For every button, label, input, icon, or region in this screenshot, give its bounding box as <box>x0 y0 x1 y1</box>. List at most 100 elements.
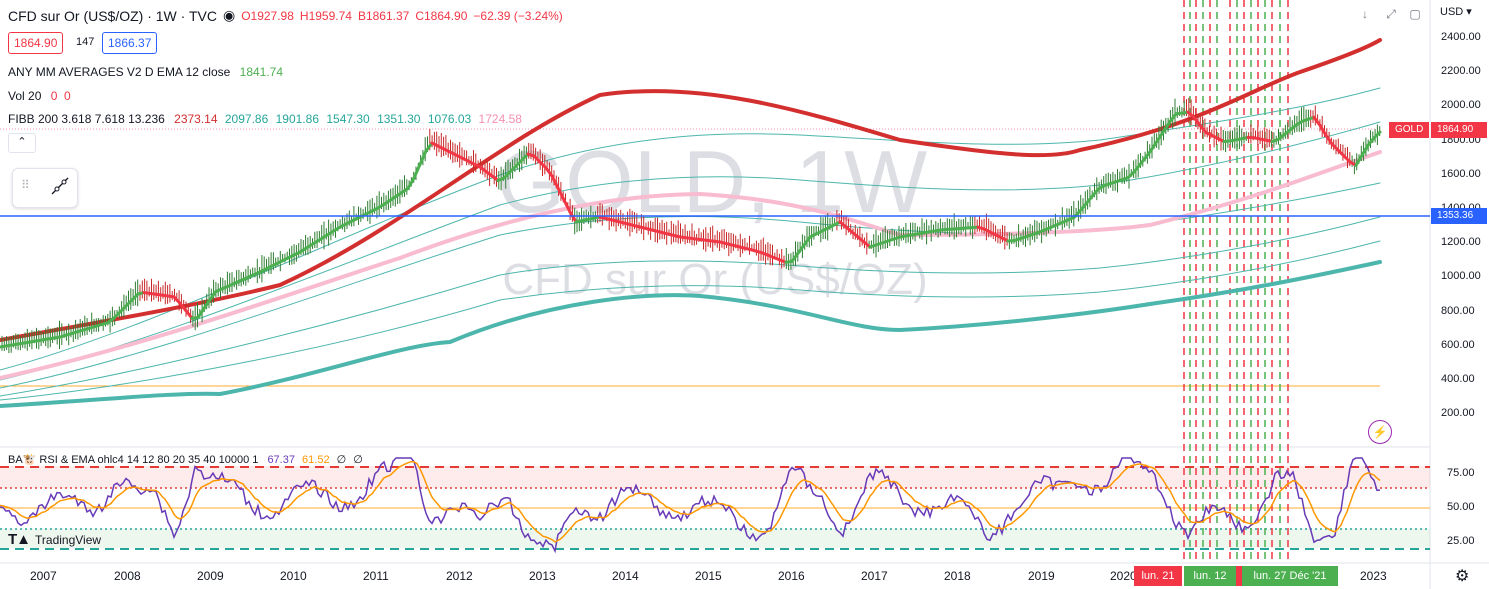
price-tick: 200.00 <box>1441 407 1475 419</box>
ohlc-high: H1959.74 <box>299 8 352 23</box>
ohlc-low: B1861.37 <box>357 8 410 23</box>
year-label: 2011 <box>363 569 389 583</box>
fib-band-thin-4 <box>0 216 1381 397</box>
year-label: 2008 <box>114 569 141 583</box>
fib-band-thin-5 <box>0 240 1381 401</box>
tradingview-logo-text: TradingView <box>35 532 102 547</box>
fib-legend[interactable]: FIBB 200 3.618 7.618 13.236 2373.14 2097… <box>8 112 522 126</box>
watermark-symbol: GOLD, 1W <box>497 132 927 231</box>
fib-value-6: 1076.03 <box>427 112 472 126</box>
ema-segment <box>568 210 578 224</box>
time-marker-1[interactable]: lun. 21 <box>1134 566 1182 586</box>
rsi-tick: 50.00 <box>1447 501 1475 513</box>
eye-icon[interactable]: ◉ <box>222 7 236 23</box>
ema-segment <box>1360 143 1370 157</box>
ema-segment <box>1318 123 1328 137</box>
ask-price-box[interactable]: 1866.37 <box>102 32 158 54</box>
ema-segment <box>1150 138 1160 151</box>
price-tick: 2400.00 <box>1441 31 1481 43</box>
ema-segment <box>544 166 554 178</box>
price-tick: 600.00 <box>1441 339 1475 351</box>
ma-legend[interactable]: ANY MM AVERAGES V2 D EMA 12 close 1841.7… <box>8 65 283 79</box>
settings-gear-icon[interactable]: ⚙ <box>1455 568 1470 585</box>
fib-lower-band <box>0 260 1382 408</box>
expand-icon[interactable]: ⤢ <box>1386 7 1396 21</box>
rsi-null-2: ∅ <box>353 454 363 466</box>
ema-segment <box>562 198 572 214</box>
price-tick: 1200.00 <box>1441 236 1481 248</box>
rsi-ema-value: 61.52 <box>302 454 330 466</box>
ema-segment <box>1324 133 1334 146</box>
fib-value-4: 1547.30 <box>326 112 370 126</box>
time-marker-4[interactable]: lun. 27 Déc '21 <box>1242 566 1338 586</box>
ema-segment <box>412 163 422 180</box>
spread-value: 147 <box>76 36 95 48</box>
bid-price-box[interactable]: 1864.90 <box>8 32 64 54</box>
ema-segment <box>1144 147 1154 159</box>
fib-value-7: 1724.58 <box>478 112 522 126</box>
ema-segment <box>1168 112 1178 124</box>
drag-handle-icon[interactable]: ⠿ <box>21 178 30 192</box>
rsi-tick: 75.00 <box>1447 467 1475 479</box>
drawing-toolbox[interactable]: ⠿ <box>12 168 78 208</box>
maximize-icon[interactable]: ▢ <box>1409 7 1421 21</box>
fib-value-1: 2373.14 <box>174 112 218 126</box>
price-tick: 1000.00 <box>1441 270 1481 282</box>
year-label: 2017 <box>861 569 888 583</box>
symbol-title[interactable]: CFD sur Or (US$/OZ) · 1W · TVC <box>8 7 217 24</box>
ema-segment <box>1192 115 1202 127</box>
hline-price-tag: 1353.36 <box>1431 208 1487 224</box>
rsi-null-1: ∅ <box>336 454 347 466</box>
time-marker-2[interactable]: lun. 12 <box>1184 566 1236 586</box>
vol-legend[interactable]: Vol 20 0 0 <box>8 89 71 103</box>
ema-segment <box>796 243 806 255</box>
rsi-label: BA🐮 RSI & EMA ohlc4 14 12 80 20 35 40 10… <box>8 454 259 466</box>
collapse-legend-button[interactable]: ⌃ <box>8 133 36 153</box>
time-marker-3[interactable] <box>1236 566 1242 586</box>
currency-selector[interactable]: USD ▾ <box>1440 6 1472 18</box>
ema-segment <box>1084 195 1094 206</box>
ema-segment <box>1090 187 1100 199</box>
arrow-down-icon[interactable]: ↓ <box>1362 7 1368 21</box>
fib-band-thin-2 <box>0 121 1381 381</box>
ema-segment <box>1354 153 1364 167</box>
ohlc-open: O1927.98 <box>241 8 294 23</box>
price-tick: 1600.00 <box>1441 168 1481 180</box>
price-tick: 2000.00 <box>1441 99 1481 111</box>
lightning-icon[interactable]: ⚡ <box>1368 420 1392 444</box>
ema-segment <box>802 235 812 247</box>
ask-price: 1866.37 <box>108 36 152 50</box>
ema-segment <box>790 251 800 263</box>
year-label: 2012 <box>446 569 473 583</box>
fib-value-5: 1351.30 <box>377 112 421 126</box>
rsi-ema-line <box>0 461 1381 543</box>
ema-segment <box>1132 163 1142 174</box>
year-label: 2013 <box>529 569 556 583</box>
price-tick: 400.00 <box>1441 373 1475 385</box>
fib-upper-band <box>0 38 1382 342</box>
rsi-tick: 25.00 <box>1447 535 1475 547</box>
rsi-value: 67.37 <box>267 454 295 466</box>
year-label: 2015 <box>695 569 722 583</box>
pink-ma <box>0 150 1382 380</box>
trendline-icon[interactable] <box>49 175 71 197</box>
year-label: 2009 <box>197 569 224 583</box>
tradingview-logo[interactable]: T▲ TradingView <box>8 531 101 548</box>
year-label: 2007 <box>30 569 57 583</box>
year-label: 2018 <box>944 569 971 583</box>
ema-segment <box>424 141 434 153</box>
ema-segment <box>1162 120 1172 133</box>
year-label: 2023 <box>1360 569 1387 583</box>
rsi-legend[interactable]: BA🐮 RSI & EMA ohlc4 14 12 80 20 35 40 10… <box>8 453 363 466</box>
bid-price: 1864.90 <box>14 36 58 50</box>
vol-values: 0 0 <box>50 89 71 103</box>
ema-segment <box>1198 123 1208 134</box>
year-label: 2020 <box>1110 569 1137 583</box>
year-label: 2019 <box>1028 569 1055 583</box>
tradingview-logo-icon: T▲ <box>8 531 31 548</box>
fib-value-2: 2097.86 <box>224 112 269 126</box>
rsi-oversold-zone <box>0 529 1430 548</box>
gold-price-tag: 1864.90 <box>1431 122 1487 138</box>
fib-value-3: 1901.86 <box>275 112 319 126</box>
